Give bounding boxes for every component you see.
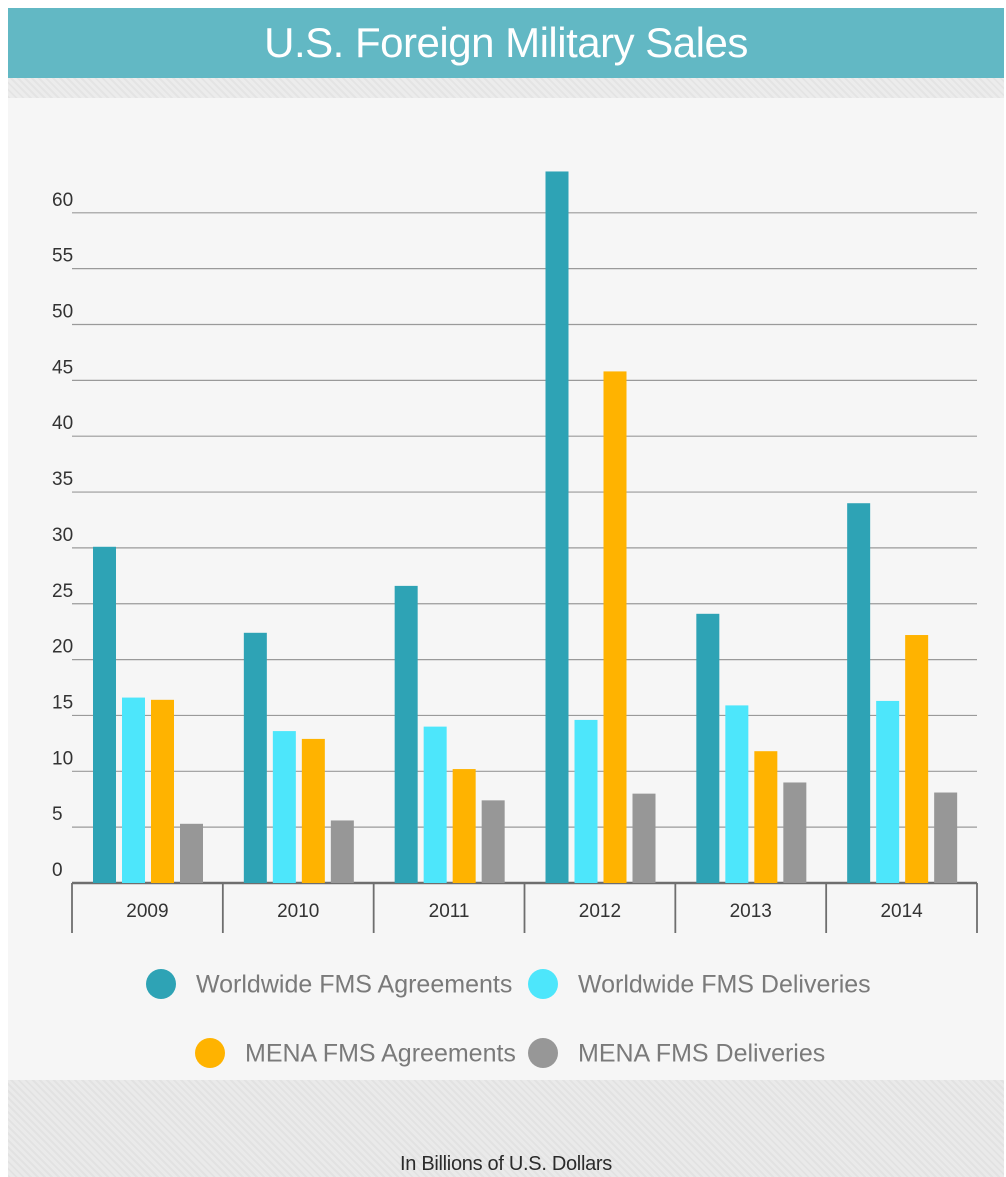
bar [632, 793, 656, 883]
y-tick-label: 10 [52, 748, 73, 769]
bar [423, 726, 447, 883]
legend-marker [146, 969, 176, 999]
y-tick-label: 30 [52, 525, 73, 546]
x-tick-label: 2011 [429, 901, 470, 922]
bar [574, 719, 598, 883]
bar [603, 371, 627, 883]
bar [481, 800, 505, 883]
bar [452, 769, 476, 883]
y-tick-label: 35 [52, 469, 73, 490]
bar [151, 699, 174, 883]
y-tick-label: 0 [52, 860, 63, 881]
legend-marker [528, 969, 558, 999]
legend-marker [528, 1038, 558, 1068]
y-tick-label: 45 [52, 357, 73, 378]
legend-label: Worldwide FMS Agreements [196, 971, 512, 999]
title-divider-strip [8, 78, 1004, 98]
chart-title: U.S. Foreign Military Sales [264, 19, 748, 66]
bar [93, 546, 116, 883]
bar [934, 792, 958, 883]
footer: In Billions of U.S. Dollars [8, 1080, 1004, 1177]
bar [847, 503, 871, 883]
legend-label: Worldwide FMS Deliveries [578, 971, 871, 999]
y-tick-label: 15 [52, 692, 73, 713]
chart-subtitle: In Billions of U.S. Dollars [400, 1153, 612, 1175]
x-tick-label: 2014 [880, 901, 923, 922]
legend-marker [195, 1038, 225, 1068]
bar-chart: 0 5 10 15 20 25 30 35 40 45 50 55 60 2009 2010 2011 2012… [52, 171, 978, 1068]
x-tick-label: 2013 [730, 901, 772, 922]
bar [301, 738, 325, 883]
bar [122, 697, 145, 883]
bar [725, 705, 749, 883]
bar [243, 632, 267, 883]
bar [272, 731, 296, 883]
y-tick-label: 20 [52, 637, 73, 658]
bar [180, 823, 203, 883]
bar [545, 171, 569, 883]
bar [394, 585, 418, 883]
y-tick-label: 40 [52, 413, 73, 434]
y-tick-label: 50 [52, 302, 73, 323]
bar [783, 782, 807, 883]
bar [876, 700, 900, 883]
y-tick-label: 25 [52, 581, 73, 602]
x-tick-label: 2009 [126, 901, 168, 922]
title-bar: U.S. Foreign Military Sales [8, 8, 1004, 78]
y-tick-label: 60 [52, 190, 73, 211]
bar [905, 635, 929, 883]
legend-label: MENA FMS Deliveries [578, 1040, 825, 1068]
bar [754, 751, 778, 883]
x-tick-label: 2010 [277, 901, 319, 922]
y-tick-label: 5 [52, 804, 63, 825]
legend-label: MENA FMS Agreements [245, 1040, 516, 1068]
x-tick-label: 2012 [579, 901, 621, 922]
bar [696, 613, 720, 883]
y-tick-label: 55 [52, 246, 73, 267]
chart-panel: 0 5 10 15 20 25 30 35 40 45 50 55 60 2009 2010 2011 2012… [8, 98, 1004, 1080]
bar [330, 820, 354, 883]
